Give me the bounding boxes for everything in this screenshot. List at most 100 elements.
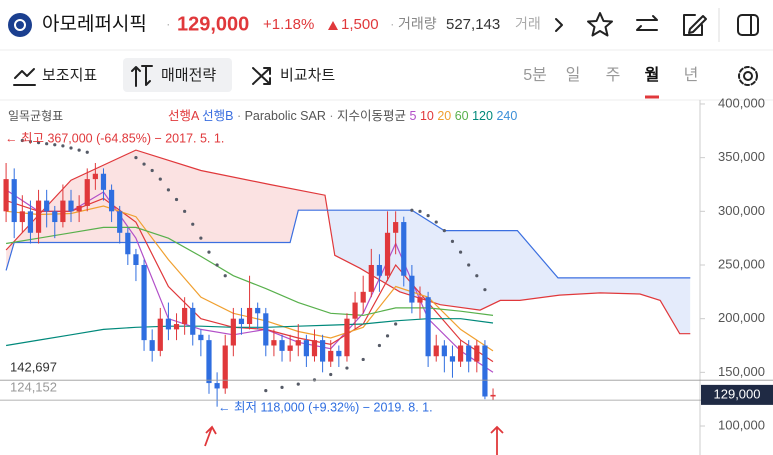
swap-button[interactable]	[636, 15, 658, 31]
up-triangle	[328, 21, 338, 30]
sar-dot	[61, 144, 65, 148]
candle-body	[287, 345, 293, 351]
change-abs: 1,500	[341, 16, 379, 33]
candle-body	[230, 318, 236, 346]
cloud-fill-a	[6, 150, 691, 278]
sar-dot	[458, 250, 463, 254]
candle-body	[100, 173, 107, 190]
sar-dot	[410, 208, 414, 212]
sar-dot	[426, 214, 430, 218]
candle-body	[133, 254, 139, 265]
y-tick-label: 100,000	[718, 417, 765, 432]
candle-body	[11, 179, 17, 223]
more-button[interactable]	[555, 18, 563, 32]
sar-dot	[434, 220, 438, 224]
sar-dot	[174, 197, 179, 202]
candle-body	[352, 302, 358, 319]
strategy-icon	[131, 65, 153, 87]
volume-cut: 거래	[515, 16, 541, 32]
compare-icon	[252, 67, 271, 85]
candle-body	[238, 318, 245, 325]
candle-body	[401, 222, 407, 276]
candle-body	[92, 173, 98, 180]
sar-dot	[394, 322, 398, 326]
sar-dot	[223, 274, 227, 278]
y-tick-label: 400,000	[718, 95, 765, 110]
sar-dot	[377, 343, 382, 348]
logo-mark	[14, 19, 26, 31]
settings-button[interactable]	[738, 66, 758, 86]
candle-body	[84, 179, 90, 206]
sar-dot	[264, 388, 268, 393]
sar-dot	[296, 382, 300, 386]
candle-body	[206, 340, 212, 384]
candle-body	[3, 179, 9, 212]
period-tab[interactable]: 5분	[523, 67, 547, 84]
candle-body	[482, 345, 488, 397]
sar-dot	[69, 146, 73, 150]
sar-dot	[85, 150, 89, 154]
legend-item: 선행B	[202, 108, 233, 123]
candle-body	[360, 291, 366, 303]
sar-dot	[45, 142, 49, 146]
candle-body	[173, 324, 180, 330]
panel-button[interactable]	[737, 14, 759, 36]
candle-body	[303, 340, 309, 357]
candle-body	[141, 264, 147, 341]
compare-button[interactable]: 비교차트	[280, 67, 335, 84]
sar-dot	[385, 334, 390, 338]
candle-body	[52, 211, 58, 223]
legend-item: 선행A	[168, 108, 200, 123]
candle-body	[328, 350, 334, 362]
legend-item: 5	[410, 109, 417, 123]
candle-body	[409, 275, 415, 303]
legend-item: Parabolic SAR	[245, 109, 326, 123]
candle-body	[182, 307, 188, 325]
indicator-icon	[13, 68, 36, 86]
legend: 선행A 선행B · Parabolic SAR · 지수이동평균 5 10 20…	[168, 108, 517, 123]
level-label: 124,152	[10, 380, 57, 395]
candle-body	[35, 200, 42, 233]
y-tick-label: 300,000	[718, 203, 765, 218]
candle-body	[384, 232, 391, 276]
candle-body	[320, 340, 326, 362]
candle-body	[376, 264, 383, 276]
indicators-button[interactable]: 보조지표	[42, 67, 97, 84]
sar-dot	[77, 148, 81, 152]
candle-body	[425, 297, 431, 357]
candle-body	[295, 340, 301, 346]
candle-body	[246, 307, 253, 325]
legend-item: 10	[420, 109, 434, 123]
strategy-button[interactable]: 매매전략	[161, 67, 216, 84]
sar-dot	[467, 263, 471, 267]
period-tab[interactable]: 일	[566, 66, 581, 84]
last-price-box	[701, 384, 773, 405]
candle-body	[198, 334, 204, 341]
candle-body	[76, 205, 82, 212]
edit-button[interactable]	[683, 14, 707, 36]
legend-item: 120	[472, 109, 493, 123]
stock-name: 아모레퍼시픽	[42, 13, 147, 35]
low-note: ← 최저 118,000 (+9.32%) − 2019. 8. 1.	[218, 400, 433, 414]
favorite-button[interactable]	[587, 12, 613, 37]
logo	[8, 13, 32, 37]
candle-body	[255, 307, 261, 314]
legend-item: 60	[455, 109, 469, 123]
sar-dot	[442, 229, 446, 233]
candle-body	[125, 232, 131, 255]
sar-dot	[483, 288, 487, 292]
now-arrow	[490, 425, 504, 455]
period-tab[interactable]: 주	[606, 67, 621, 84]
candle-body	[190, 307, 196, 335]
fade	[540, 5, 575, 45]
legend-item: ·	[326, 109, 337, 123]
high-note: ← 최고 367,000 (-64.85%) − 2017. 5. 1.	[5, 131, 224, 145]
sar-dot	[166, 188, 171, 192]
period-tab[interactable]: 년	[684, 66, 699, 84]
candle-body	[68, 200, 74, 212]
sar-dot	[215, 263, 219, 267]
level-label: 142,697	[10, 360, 57, 375]
legend-item: 20	[437, 109, 451, 123]
sar-dot	[361, 357, 365, 362]
period-tab[interactable]: 월	[645, 66, 660, 84]
